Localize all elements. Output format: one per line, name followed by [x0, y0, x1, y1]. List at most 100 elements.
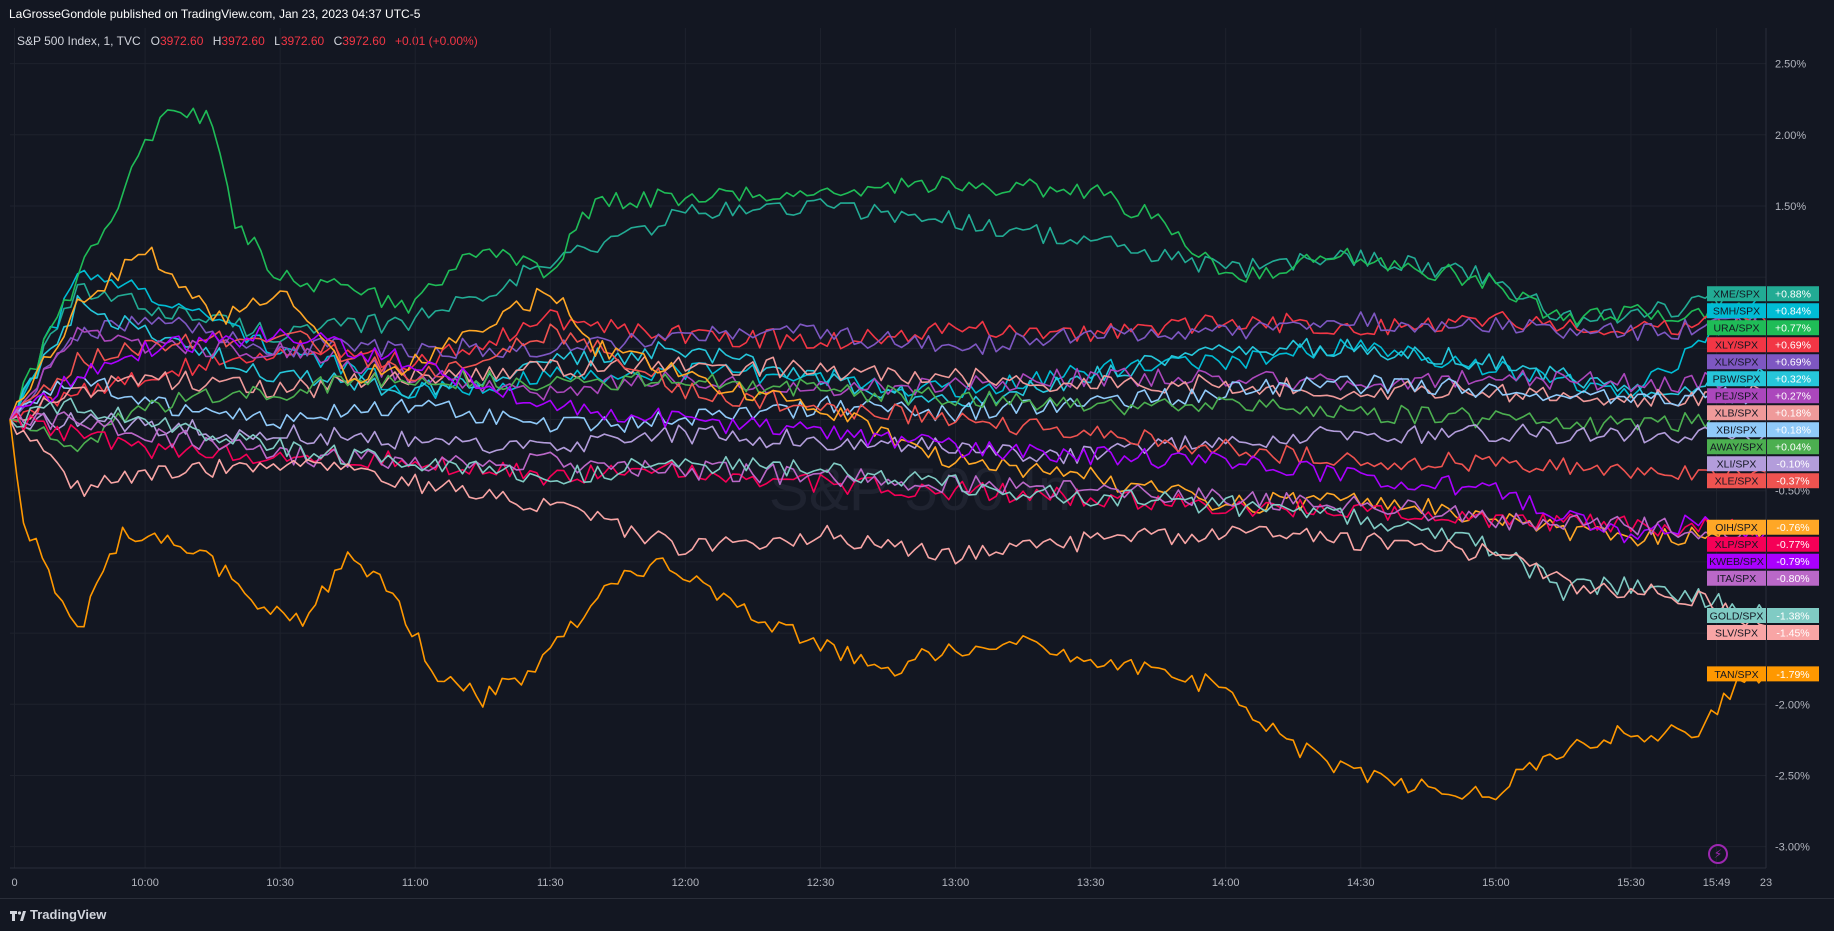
- open-value: 3972.60: [160, 34, 204, 48]
- series-name: XLY/SPX: [1715, 340, 1758, 352]
- series-label-xlk[interactable]: XLK/SPX +0.69%: [1707, 354, 1819, 370]
- series-value-labels: XME/SPX +0.88% SMH/SPX +0.84% URA/SPX +0.77% X…: [1707, 286, 1819, 682]
- series-value: -1.79%: [1776, 669, 1809, 681]
- x-tick-label: 15:00: [1482, 877, 1510, 889]
- series-name: KWEB/SPX: [1709, 556, 1764, 568]
- series-value-tag: [1767, 371, 1819, 387]
- x-tick-label: 10:00: [131, 877, 159, 889]
- series-value: +0.69%: [1775, 357, 1811, 369]
- series-label-xli[interactable]: XLI/SPX -0.10%: [1707, 456, 1819, 472]
- series-label-slv[interactable]: SLV/SPX -1.45%: [1707, 625, 1819, 640]
- series-label-gold[interactable]: GOLD/SPX -1.38%: [1707, 608, 1819, 623]
- chart-canvas[interactable]: S&P 500 In 2.50% 2.00% 1.50% -0.50% -2.00% -2…: [0, 0, 1834, 898]
- series-value-tag: [1767, 625, 1819, 640]
- series-name-tag: [1707, 405, 1766, 421]
- x-tick-label: 14:30: [1347, 877, 1375, 889]
- series-label-xbi[interactable]: XBI/SPX +0.18%: [1707, 422, 1819, 438]
- series-value-tag: [1767, 354, 1819, 370]
- series-name-tag: [1707, 422, 1766, 438]
- symbol-label[interactable]: S&P 500 Index, 1, TVC: [17, 34, 141, 48]
- series-name-tag: [1707, 625, 1766, 640]
- x-tick-label: 13:00: [942, 877, 970, 889]
- series-name-tag: [1707, 536, 1766, 552]
- series-name: AWAY/SPX: [1710, 442, 1763, 454]
- series-name-tag: [1707, 388, 1766, 404]
- series-label-oih[interactable]: OIH/SPX -0.76%: [1707, 519, 1819, 535]
- tradingview-logo-icon: [10, 910, 26, 921]
- grid-lines: [10, 28, 1767, 868]
- x-tick-label: 10:30: [266, 877, 294, 889]
- series-label-xlp[interactable]: XLP/SPX -0.77%: [1707, 536, 1819, 552]
- x-tick-label: 13:30: [1077, 877, 1105, 889]
- series-label-smh[interactable]: SMH/SPX +0.84%: [1707, 303, 1819, 319]
- series-label-xly[interactable]: XLY/SPX +0.69%: [1707, 337, 1819, 353]
- series-line-ura: [9, 107, 1767, 421]
- x-tick-label: 15:49: [1703, 877, 1731, 889]
- low-value: 3972.60: [280, 34, 325, 48]
- series-name-tag: [1707, 303, 1766, 319]
- series-line-xme: [9, 198, 1767, 421]
- time-axis[interactable]: 0 10:00 10:30 11:00 11:30 12:00 12:30 13:00 13:3…: [10, 867, 1772, 889]
- y-tick-label: -2.50%: [1775, 770, 1810, 782]
- x-tick-label: 11:30: [537, 877, 564, 889]
- y-tick-label: 2.00%: [1775, 130, 1806, 142]
- series-value: +0.32%: [1775, 374, 1811, 386]
- series-lines: [9, 107, 1767, 801]
- series-name: OIH/SPX: [1715, 522, 1758, 534]
- series-value-tag: [1767, 405, 1819, 421]
- series-value-tag: [1767, 519, 1819, 535]
- series-name-tag: [1707, 553, 1766, 569]
- x-tick-label: 12:00: [672, 877, 700, 889]
- series-name: TAN/SPX: [1714, 669, 1758, 681]
- series-value: -0.76%: [1776, 522, 1809, 534]
- series-value-tag: [1767, 666, 1819, 682]
- y-tick-label: -2.00%: [1775, 699, 1810, 711]
- y-tick-label: 1.50%: [1775, 201, 1806, 213]
- series-value: +0.27%: [1775, 391, 1811, 403]
- series-name-tag: [1707, 473, 1766, 489]
- series-line-xli: [9, 412, 1767, 465]
- series-value-tag: [1767, 337, 1819, 353]
- series-value: +0.77%: [1775, 323, 1811, 335]
- series-value: +0.88%: [1775, 289, 1811, 301]
- series-value-tag: [1767, 536, 1819, 552]
- series-value: +0.18%: [1775, 425, 1811, 437]
- series-value: -0.79%: [1776, 556, 1809, 568]
- series-line-away: [9, 368, 1767, 453]
- x-tick-label: 23: [1760, 877, 1772, 889]
- series-name: SLV/SPX: [1715, 628, 1758, 640]
- series-label-tan[interactable]: TAN/SPX -1.79%: [1707, 666, 1819, 682]
- series-name-tag: [1707, 337, 1766, 353]
- series-name-tag: [1707, 456, 1766, 472]
- lightning-icon[interactable]: ⚡: [1708, 844, 1728, 864]
- series-name: XME/SPX: [1713, 289, 1760, 301]
- series-name-tag: [1707, 286, 1766, 302]
- series-name-tag: [1707, 570, 1766, 586]
- series-name: SMH/SPX: [1713, 306, 1760, 318]
- series-label-kweb[interactable]: KWEB/SPX -0.79%: [1707, 553, 1819, 569]
- series-label-xlb[interactable]: XLB/SPX +0.18%: [1707, 405, 1819, 421]
- series-label-ita[interactable]: ITA/SPX -0.80%: [1707, 570, 1819, 586]
- series-label-ura[interactable]: URA/SPX +0.77%: [1707, 320, 1819, 336]
- series-value: +0.69%: [1775, 340, 1811, 352]
- y-tick-label: -0.50%: [1775, 486, 1810, 498]
- series-value-tag: [1767, 473, 1819, 489]
- series-value-tag: [1767, 388, 1819, 404]
- series-name: XLB/SPX: [1715, 408, 1759, 420]
- series-label-pej[interactable]: PEJ/SPX +0.27%: [1707, 388, 1819, 404]
- series-label-away[interactable]: AWAY/SPX +0.04%: [1707, 439, 1819, 455]
- series-line-xbi: [9, 374, 1767, 433]
- x-tick-label: 0: [11, 877, 17, 889]
- symbol-watermark: S&P 500 In: [769, 456, 1071, 523]
- series-label-xme[interactable]: XME/SPX +0.88%: [1707, 286, 1819, 302]
- series-name: ITA/SPX: [1717, 573, 1756, 585]
- series-name-tag: [1707, 320, 1766, 336]
- tradingview-brand[interactable]: TradingView: [10, 907, 106, 922]
- series-label-pbw[interactable]: PBW/SPX +0.32%: [1707, 371, 1819, 387]
- series-name: PBW/SPX: [1713, 374, 1761, 386]
- series-label-xle[interactable]: XLE/SPX -0.37%: [1707, 473, 1819, 489]
- series-value-tag: [1767, 553, 1819, 569]
- footer-bar: TradingView: [0, 898, 1834, 931]
- high-label: H: [212, 34, 222, 48]
- series-value-tag: [1767, 286, 1819, 302]
